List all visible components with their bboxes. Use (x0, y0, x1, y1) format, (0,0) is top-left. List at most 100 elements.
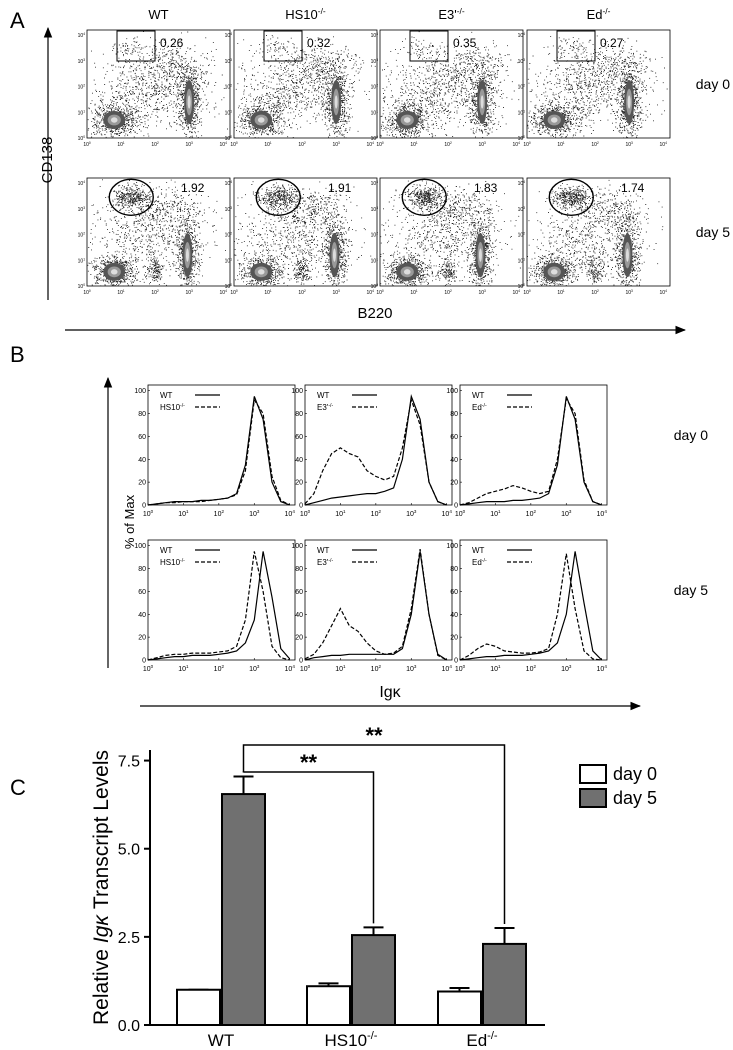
y-tick-label-main: 10 (371, 284, 377, 290)
legend-label: Ed-/- (472, 403, 487, 412)
x-tick-label-main: 10 (332, 290, 338, 296)
density-core (185, 248, 189, 262)
gate (548, 178, 594, 216)
gate-percent: 0.32 (307, 36, 331, 50)
x-tick-label-main: 10 (285, 666, 293, 673)
x-tick-label-sup: 1 (498, 509, 501, 514)
x-tick-label-sup: 4 (292, 509, 295, 514)
y-tick-label: 60 (295, 434, 303, 441)
y-tick-label-main: 10 (78, 284, 84, 290)
y-tick-label: 40 (295, 457, 303, 464)
panel-letter: C (10, 775, 26, 800)
x-tick-label: 100 (523, 141, 531, 148)
y-tick-label-main: 10 (78, 110, 84, 116)
column-label: WT (148, 7, 168, 22)
x-tick-label-sup: 4 (604, 664, 607, 669)
x-tick-label-main: 10 (625, 142, 631, 148)
column-label-main: HS10 (285, 7, 318, 22)
x-tick-label: 102 (444, 141, 452, 148)
y-tick-label-main: 10 (78, 59, 84, 65)
y-tick-label: 100 (518, 135, 526, 142)
y-tick-label: 101 (371, 109, 379, 116)
density-core (334, 95, 338, 109)
y-tick-label: 101 (225, 257, 233, 264)
x-tick-label-sup: 3 (484, 289, 486, 293)
y-tick-label-sup: 3 (230, 58, 232, 62)
x-tick-label-sup: 4 (225, 141, 227, 145)
column-label: HS10-/- (285, 6, 326, 22)
y-tick-label: 104 (78, 32, 86, 39)
x-tick-label-main: 10 (83, 142, 89, 148)
x-tick-label-main: 10 (332, 142, 338, 148)
y-tick-label-main: 10 (371, 233, 377, 239)
density-core (478, 248, 482, 262)
x-tick-label-sup: 3 (191, 141, 193, 145)
y-tick-label-sup: 0 (376, 135, 378, 139)
x-tick-label: 102 (371, 509, 382, 518)
y-tick-label-sup: 1 (376, 109, 378, 113)
y-tick-label: 60 (138, 434, 146, 441)
y-tick-label-sup: 3 (523, 206, 525, 210)
x-tick-label: 103 (625, 289, 633, 296)
y-tick-label: 104 (225, 32, 233, 39)
x-tick-label-sup: 2 (597, 289, 599, 293)
x-tick-label-main: 10 (117, 290, 123, 296)
x-tick-label-sup: 0 (151, 509, 154, 514)
y-tick-label: 60 (138, 589, 146, 596)
y-tick-label: 101 (518, 109, 526, 116)
x-tick-label-main: 10 (220, 290, 226, 296)
y-tick-label-sup: 1 (83, 109, 85, 113)
column-label-main: WT (148, 7, 168, 22)
gate (263, 30, 303, 62)
density-core (187, 95, 191, 109)
x-tick-label-sup: 2 (597, 141, 599, 145)
x-tick-label: 104 (660, 289, 668, 296)
y-tick-label-main: 10 (371, 258, 377, 264)
bar (176, 988, 221, 1026)
x-tick-label: 102 (444, 289, 452, 296)
y-tick-label-sup: 0 (230, 283, 232, 287)
y-tick-label: 100 (225, 135, 233, 142)
y-tick-label: 60 (450, 434, 458, 441)
y-tick-label-main: 10 (518, 59, 524, 65)
x-tick-label-main: 10 (264, 290, 270, 296)
gate-percent: 1.92 (181, 181, 205, 195)
x-axis-label: B220 (357, 305, 392, 322)
column-label-sup: -/- (602, 6, 610, 16)
y-tick-label: 80 (450, 411, 458, 418)
x-tick-label: 102 (214, 664, 225, 673)
x-tick-label-main: 10 (591, 290, 597, 296)
legend-label-sup: -/- (328, 558, 333, 564)
y-tick-label: 103 (518, 206, 526, 213)
bar (221, 793, 266, 1026)
x-tick-label-sup: 3 (631, 289, 633, 293)
gate (401, 178, 447, 216)
x-tick-label-main: 10 (376, 290, 382, 296)
x-tick-label: 100 (455, 509, 466, 518)
x-tick-label-main: 10 (230, 142, 236, 148)
y-tick-label: 0 (454, 658, 458, 665)
x-tick-label-main: 10 (298, 142, 304, 148)
gate (116, 30, 156, 62)
x-tick-label: 102 (214, 509, 225, 518)
y-tick-label: 7.5 (118, 754, 140, 771)
bar (437, 990, 482, 1026)
legend-label: WT (472, 391, 485, 400)
column-label-sup: -/- (457, 6, 465, 16)
y-axis-label: Relative Igκ Transcript Levels (90, 750, 113, 1025)
x-tick-label-main: 10 (335, 666, 343, 673)
x-tick-label: 100 (83, 289, 91, 296)
x-tick-label-main: 10 (264, 142, 270, 148)
y-tick-label-sup: 2 (230, 84, 232, 88)
x-tick-label-sup: 2 (221, 509, 224, 514)
y-tick-label: 40 (138, 612, 146, 619)
x-tick-label-sup: 2 (221, 664, 224, 669)
histogram-curve (147, 398, 290, 506)
x-tick-label-main: 10 (151, 142, 157, 148)
x-tick-label: 101 (117, 289, 125, 296)
y-tick-label-sup: 2 (83, 232, 85, 236)
x-tick-label-sup: 3 (338, 289, 340, 293)
y-tick-label: 100 (78, 135, 86, 142)
y-tick-label: 0.0 (118, 1018, 140, 1035)
y-tick-label: 103 (371, 206, 379, 213)
